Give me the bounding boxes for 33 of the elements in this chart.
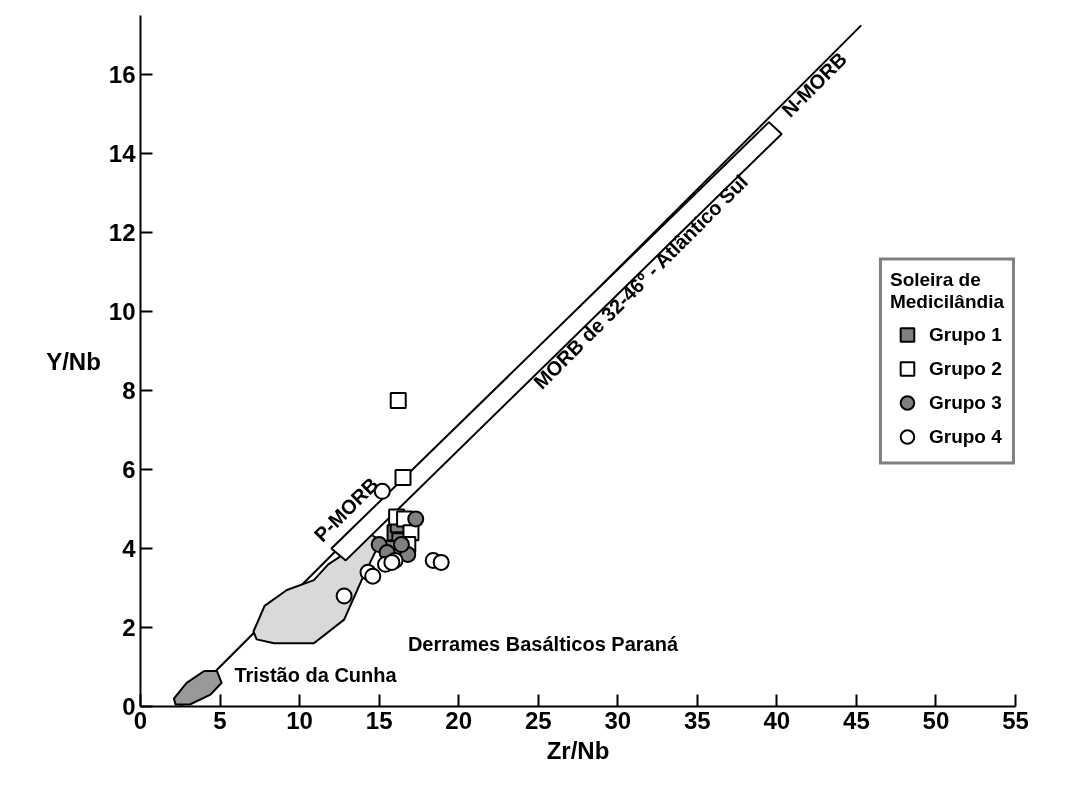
x-tick-label: 30	[604, 706, 632, 734]
y-tick-label: 16	[108, 61, 136, 89]
annotation: Tristão da Cunha	[234, 664, 398, 687]
y-tick-label: 6	[122, 456, 136, 484]
x-tick-label: 5	[213, 706, 227, 734]
x-tick-label: 50	[922, 706, 950, 734]
x-tick-label: 20	[445, 706, 473, 734]
legend-label: Grupo 1	[928, 323, 1002, 345]
point	[432, 553, 450, 571]
y-tick-label: 14	[108, 140, 137, 168]
legend-label: Grupo 3	[928, 391, 1002, 413]
x-tick-label: 15	[365, 706, 393, 734]
x-axis-title: Zr/Nb	[546, 736, 610, 764]
legend-label: Grupo 4	[928, 425, 1002, 447]
legend-label: Grupo 2	[928, 357, 1002, 379]
point	[389, 391, 407, 409]
y-tick-label: 10	[108, 298, 136, 326]
x-tick-label: 35	[683, 706, 711, 734]
x-tick-label: 40	[763, 706, 791, 734]
x-tick-label: 55	[1002, 706, 1029, 734]
x-tick-label: 45	[843, 706, 870, 734]
point	[394, 468, 412, 486]
point	[407, 510, 425, 528]
x-tick-label: 25	[524, 706, 552, 734]
point	[392, 536, 410, 554]
y-tick-label: 2	[122, 614, 136, 642]
legend-title: Soleira de Medicilândia	[889, 268, 1004, 312]
x-tick-label: 10	[286, 706, 313, 734]
annotation: Derrames Basálticos Paraná	[407, 633, 679, 656]
y-tick-label: 4	[122, 535, 137, 563]
y-axis-title: Y/Nb	[46, 347, 101, 375]
y-tick-label: 8	[122, 377, 136, 405]
y-tick-label: 12	[108, 219, 136, 247]
